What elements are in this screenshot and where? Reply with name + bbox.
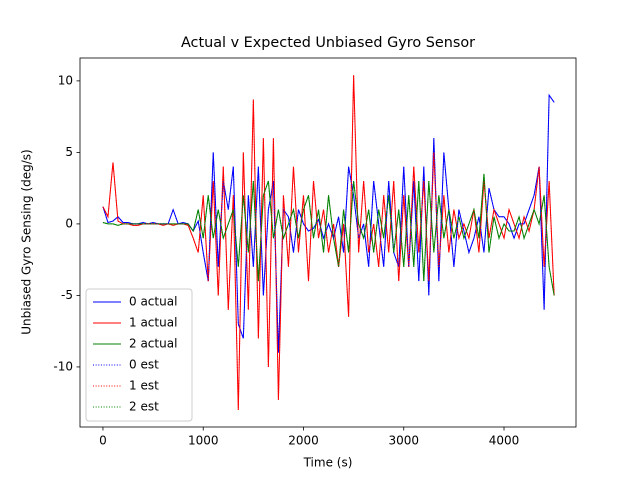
- x-tick-label: 1000: [188, 434, 219, 448]
- y-tick-label: 5: [65, 145, 73, 159]
- y-tick-label: 0: [65, 216, 73, 230]
- data-line: [102, 173, 555, 296]
- legend-box: [85, 288, 193, 422]
- y-tick-label: -10: [53, 359, 73, 373]
- legend-label: 2 actual: [129, 337, 177, 351]
- y-axis-label: Unbiased Gyro Sensing (deg/s): [20, 149, 34, 335]
- y-tick-label: -5: [61, 288, 73, 302]
- x-axis-label: Time (s): [303, 456, 353, 470]
- chart-title: Actual v Expected Unbiased Gyro Sensor: [181, 35, 475, 51]
- legend-label: 1 actual: [129, 316, 177, 330]
- legend-label: 2 est: [129, 400, 159, 414]
- legend-label: 0 est: [129, 358, 159, 372]
- x-tick-label: 3000: [388, 434, 419, 448]
- data-line: [102, 93, 555, 353]
- x-tick-label: 0: [99, 434, 107, 448]
- legend-label: 0 actual: [129, 295, 177, 309]
- x-tick-label: 4000: [489, 434, 520, 448]
- x-tick-label: 2000: [288, 434, 319, 448]
- legend-label: 1 est: [129, 379, 159, 393]
- plot-frame: [79, 57, 577, 428]
- legend: 0 actual 1 actual 2 actual 0 est 1 est 2 est: [85, 288, 193, 422]
- y-tick-label: 10: [58, 73, 73, 87]
